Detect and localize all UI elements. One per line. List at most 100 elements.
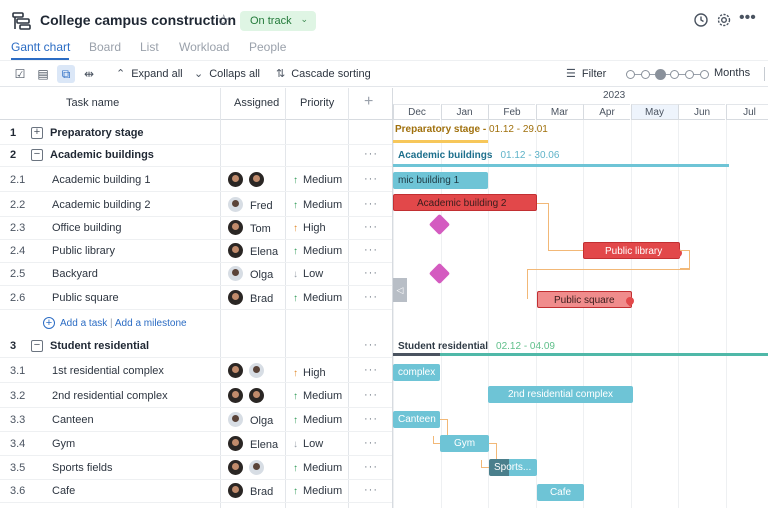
avatar[interactable] (249, 388, 264, 403)
task-name[interactable]: Academic building 2 (52, 199, 151, 211)
history-icon[interactable] (693, 12, 709, 28)
priority-cell[interactable]: ↑ Medium (293, 174, 342, 186)
avatar[interactable] (228, 290, 243, 305)
avatar[interactable] (228, 412, 243, 427)
task-name[interactable]: Office building (52, 222, 122, 234)
collapse-all-button[interactable]: ⌄ Collaps all (194, 67, 260, 80)
row-menu-icon[interactable]: ··· (364, 437, 378, 449)
priority-cell[interactable]: ↑ High (293, 367, 326, 379)
milestone-office-building[interactable] (428, 213, 451, 236)
add-task-link[interactable]: Add a task (60, 318, 108, 329)
milestone-backyard[interactable] (428, 262, 451, 285)
task-bar-cafe[interactable]: Cafe (537, 484, 584, 501)
row-menu-icon[interactable]: ··· (364, 173, 378, 185)
priority-cell[interactable]: ↓ Low (293, 268, 323, 280)
avatar[interactable] (228, 460, 243, 475)
task-row[interactable]: 3.5 Sports fields ↑ Medium ··· (0, 456, 392, 480)
more-options-icon[interactable]: ••• (739, 9, 756, 26)
task-name[interactable]: Canteen (52, 414, 94, 426)
task-row[interactable]: 2.3 Office building Tom ↑ High ··· (0, 216, 392, 240)
row-menu-icon[interactable]: ··· (364, 267, 378, 279)
row-menu-icon[interactable]: ··· (364, 244, 378, 256)
avatar[interactable] (228, 197, 243, 212)
priority-cell[interactable]: ↓ Low (293, 438, 323, 450)
avatar[interactable] (228, 266, 243, 281)
collapse-toggle-icon[interactable]: − (31, 149, 43, 161)
task-bar-sports-fields[interactable]: Sports... (489, 459, 537, 476)
group-bar-academic[interactable] (393, 164, 729, 167)
status-dropdown[interactable]: On track ⌄ (240, 11, 316, 31)
tab-board[interactable]: Board (89, 40, 122, 54)
checkbox-select-icon[interactable]: ☑ (14, 67, 26, 81)
group-bar-preparatory[interactable] (393, 140, 488, 143)
tab-workload[interactable]: Workload (179, 40, 230, 54)
cascade-sorting-button[interactable]: ⇅ Cascade sorting (276, 67, 371, 80)
zoom-step[interactable] (685, 70, 694, 79)
priority-cell[interactable]: ↑ Medium (293, 462, 342, 474)
task-name[interactable]: Academic buildings (50, 149, 154, 161)
auto-scheduling-icon[interactable]: ⧉ (57, 65, 75, 83)
row-menu-icon[interactable]: ··· (364, 221, 378, 233)
zoom-step-active[interactable] (655, 69, 666, 80)
task-bar-public-library[interactable]: Public library (583, 242, 680, 259)
zoom-step[interactable] (670, 70, 679, 79)
add-column-plus-icon[interactable]: + (364, 93, 374, 110)
priority-cell[interactable]: ↑ Medium (293, 292, 342, 304)
task-bar-canteen[interactable]: Canteen (393, 411, 440, 428)
favorite-star-icon[interactable]: ☆ (217, 12, 231, 29)
task-row[interactable]: 2.5 Backyard Olga ↓ Low ··· (0, 262, 392, 286)
row-menu-icon[interactable]: ··· (364, 148, 378, 160)
task-row[interactable]: 2.6 Public square Brad ↑ Medium ··· (0, 286, 392, 310)
task-bar-gym[interactable]: Gym (440, 435, 489, 452)
task-bar-1st-residential-complex[interactable]: complex (393, 364, 440, 381)
row-menu-icon[interactable]: ··· (364, 339, 378, 351)
task-name[interactable]: Backyard (52, 268, 98, 280)
task-row[interactable]: 3.3 Canteen Olga ↑ Medium ··· (0, 408, 392, 432)
task-bar-public-square[interactable]: Public square (537, 291, 632, 308)
task-name[interactable]: Gym (52, 438, 76, 450)
task-row[interactable]: 2.4 Public library Elena ↑ Medium ··· (0, 239, 392, 263)
row-menu-icon[interactable]: ··· (364, 461, 378, 473)
priority-cell[interactable]: ↑ High (293, 222, 326, 234)
avatar[interactable] (228, 220, 243, 235)
zoom-step[interactable] (626, 70, 635, 79)
priority-cell[interactable]: ↑ Medium (293, 485, 342, 497)
filter-button[interactable]: ☰ Filter (566, 67, 606, 80)
task-name[interactable]: Public square (52, 292, 119, 304)
column-header-assigned[interactable]: Assigned (234, 97, 280, 109)
task-row[interactable]: 2.2 Academic building 2 Fred ↑ Medium ··· (0, 193, 392, 217)
group-row[interactable]: 3 − Student residential ··· (0, 334, 392, 358)
group-row[interactable]: 1 + Preparatory stage (0, 121, 392, 145)
task-row[interactable]: 3.4 Gym Elena ↓ Low ··· (0, 432, 392, 456)
avatar[interactable] (228, 436, 243, 451)
expand-all-button[interactable]: ⌃ Expand all (116, 67, 183, 80)
avatar[interactable] (249, 363, 264, 378)
task-row[interactable]: 3.1 1st residential complex ↑ High ··· (0, 359, 392, 383)
tab-gantt-chart[interactable]: Gantt chart (11, 40, 71, 54)
baseline-icon[interactable]: ⇹ (83, 67, 95, 81)
task-row[interactable]: 2.1 Academic building 1 ↑ Medium ··· (0, 168, 392, 192)
column-header-priority[interactable]: Priority (300, 97, 335, 109)
avatar[interactable] (228, 483, 243, 498)
task-name[interactable]: 2nd residential complex (52, 390, 168, 402)
avatar[interactable] (249, 460, 264, 475)
priority-cell[interactable]: ↑ Medium (293, 199, 342, 211)
task-name[interactable]: Preparatory stage (50, 127, 144, 139)
avatar[interactable] (228, 363, 243, 378)
row-menu-icon[interactable]: ··· (364, 291, 378, 303)
task-name[interactable]: Public library (52, 245, 115, 257)
row-menu-icon[interactable]: ··· (364, 198, 378, 210)
settings-gear-icon[interactable] (716, 12, 732, 28)
avatar[interactable] (228, 172, 243, 187)
row-menu-icon[interactable]: ··· (364, 389, 378, 401)
add-milestone-link[interactable]: Add a milestone (114, 318, 187, 329)
tab-people[interactable]: People (249, 40, 287, 54)
row-menu-icon[interactable]: ··· (364, 364, 378, 376)
task-name[interactable]: Sports fields (52, 462, 113, 474)
collapse-toggle-icon[interactable]: − (31, 340, 43, 352)
group-bar-residential[interactable] (393, 353, 768, 356)
task-name[interactable]: Student residential (50, 340, 150, 352)
zoom-step[interactable] (700, 70, 709, 79)
collapse-grid-handle-icon[interactable]: ◁ (393, 278, 407, 302)
task-row[interactable]: 3.2 2nd residential complex ↑ Medium ··· (0, 384, 392, 408)
